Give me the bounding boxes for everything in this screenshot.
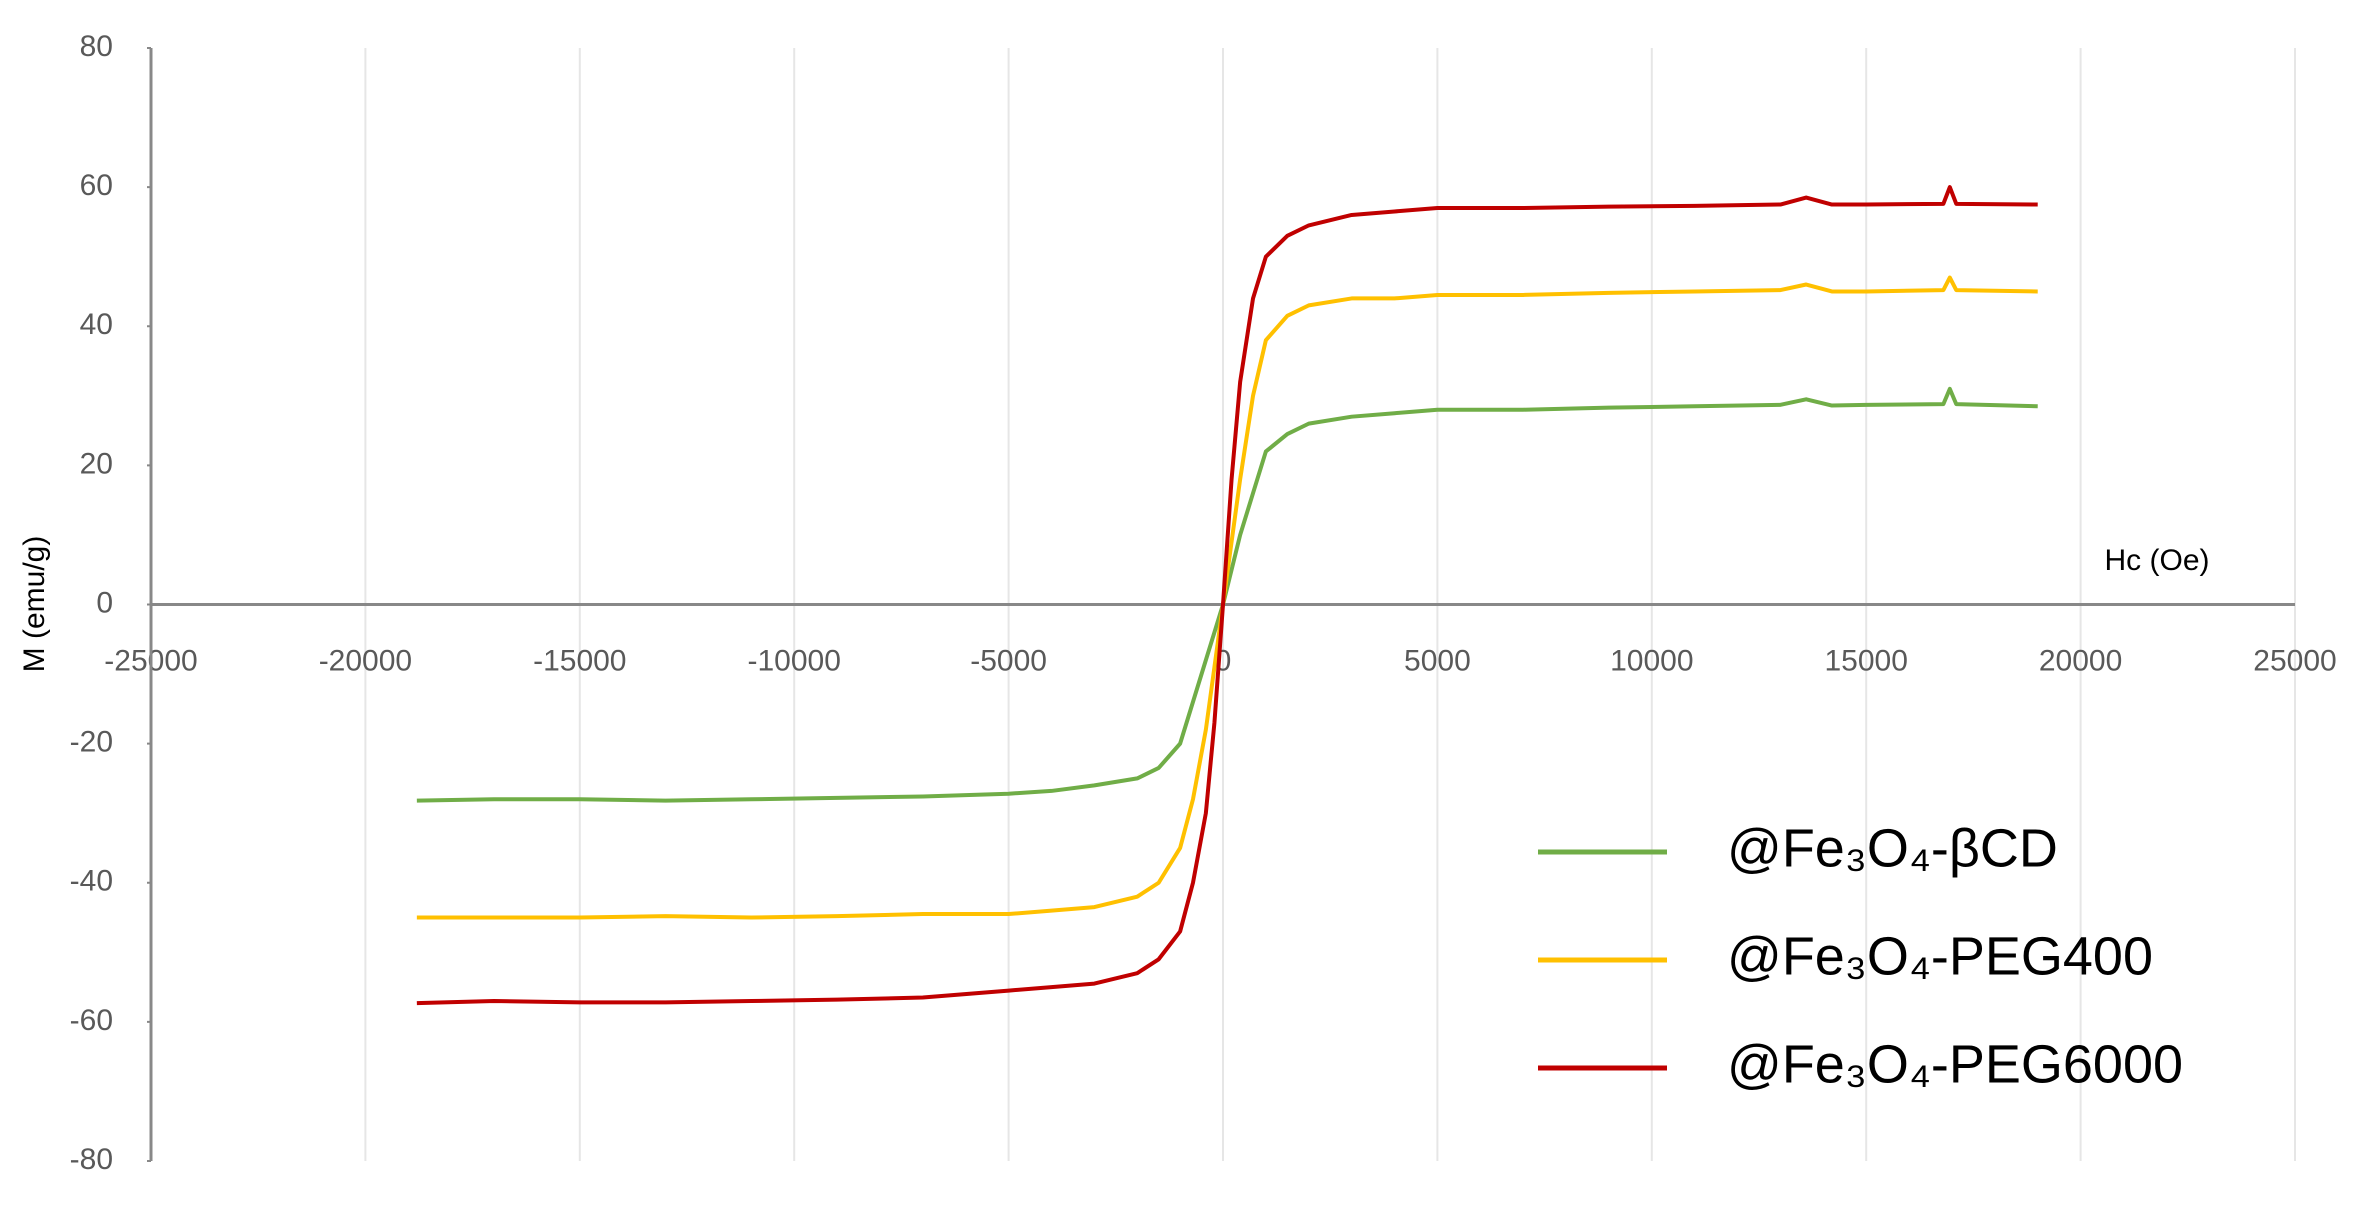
y-tick-label: -60 (70, 1004, 113, 1037)
x-tick-label: 5000 (1404, 644, 1471, 677)
x-tick-label: -15000 (533, 644, 626, 677)
y-tick-label: 80 (80, 30, 113, 63)
x-axis-label: Hc (Oe) (2105, 544, 2210, 577)
y-tick-label: 20 (80, 447, 113, 480)
series-line (416, 386, 2038, 803)
legend-label: @Fe₃O₄-βCD (1727, 818, 2058, 878)
x-tick-label: -10000 (747, 644, 840, 677)
series-line (416, 275, 2038, 920)
x-tick-label: 10000 (1610, 644, 1693, 677)
y-tick-label: 0 (96, 586, 113, 619)
y-tick-label: -40 (70, 865, 113, 898)
x-tick-label: -20000 (319, 644, 412, 677)
legend-label: @Fe₃O₄-PEG400 (1727, 926, 2153, 986)
series-line (416, 185, 2038, 1006)
y-tick-label: -20 (70, 726, 113, 759)
y-tick-label: 40 (80, 308, 113, 341)
x-tick-label: 25000 (2253, 644, 2336, 677)
x-tick-label: 20000 (2039, 644, 2122, 677)
legend-label: @Fe₃O₄-PEG6000 (1727, 1034, 2183, 1094)
x-tick-label: -5000 (970, 644, 1047, 677)
y-axis-label: M (emu/g) (18, 536, 51, 673)
y-tick-label: -80 (70, 1143, 113, 1176)
x-tick-label: 15000 (1824, 644, 1907, 677)
y-tick-label: 60 (80, 169, 113, 202)
